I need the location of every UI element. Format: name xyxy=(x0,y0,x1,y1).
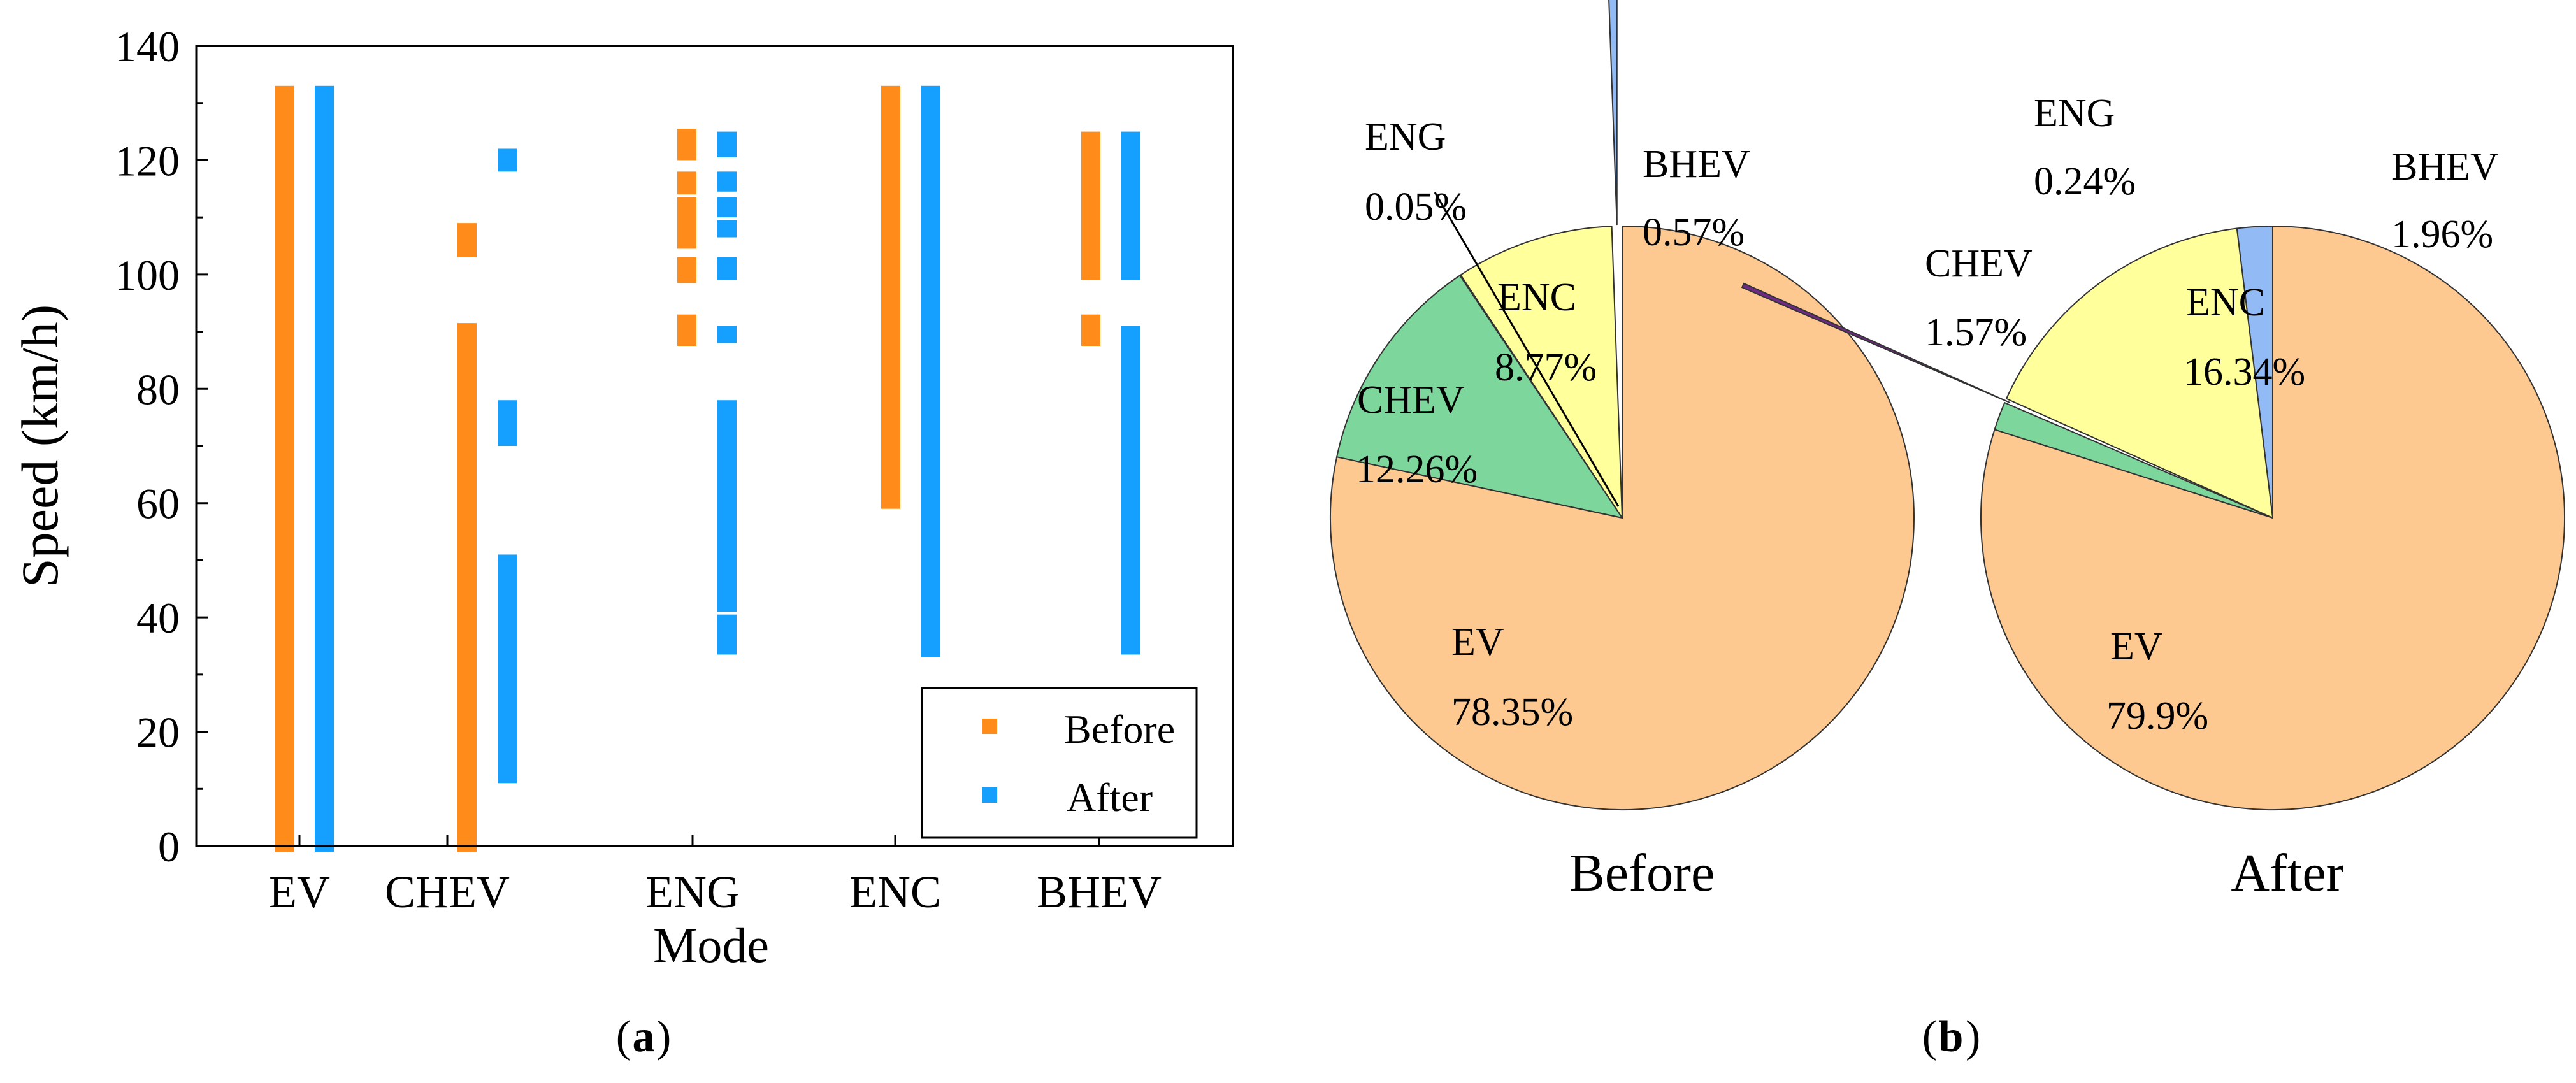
bar-before-eng-1 xyxy=(677,257,696,283)
caption-b: ( b ) xyxy=(1922,1012,1981,1061)
bar-after-eng-6 xyxy=(717,171,737,192)
slice-value-bhev: 0.57% xyxy=(1643,211,1745,254)
legend-swatch-after xyxy=(982,787,997,803)
pie-slice-enc xyxy=(2005,227,2274,519)
pie-title-before: Before xyxy=(1569,843,1715,903)
bar-after-enc-0 xyxy=(921,85,940,657)
leader-line-eng xyxy=(1434,192,1620,507)
caption-b-open-paren: ( xyxy=(1922,1012,1937,1061)
legend-label-after: After xyxy=(1067,775,1153,820)
pie-slice-ev xyxy=(1330,225,1915,810)
pie-after-labels: ENG 0.24% BHEV 1.96% CHEV 1.57% ENC 16.3… xyxy=(1925,92,2499,738)
bar-after-eng-3 xyxy=(717,257,737,280)
y-tick-label-20: 20 xyxy=(136,708,180,757)
bar-before-bhev-0 xyxy=(1081,314,1100,346)
y-tick-label-100: 100 xyxy=(115,251,180,299)
slice-name-bhev: BHEV xyxy=(2391,145,2499,189)
y-tick-label-80: 80 xyxy=(136,365,180,413)
slice-value-chev: 1.57% xyxy=(1925,311,2027,354)
y-tick-label-0: 0 xyxy=(158,822,180,871)
slice-value-eng: 0.05% xyxy=(1365,185,1467,229)
pie-slices-after xyxy=(1741,225,2565,810)
y-tick-label-140: 140 xyxy=(115,22,180,71)
bar-before-chev-1 xyxy=(457,223,477,257)
legend-swatch-before xyxy=(982,719,997,734)
bar-before-eng-3 xyxy=(677,171,696,195)
slice-name-enc: ENC xyxy=(2186,281,2265,324)
bar-after-eng-5 xyxy=(717,197,737,218)
range-bars xyxy=(275,85,1140,852)
bar-before-eng-0 xyxy=(677,314,696,346)
bar-after-chev-1 xyxy=(498,400,517,446)
slice-value-enc: 16.34% xyxy=(2184,350,2305,394)
bar-after-eng-1 xyxy=(717,400,737,612)
slice-value-ev: 78.35% xyxy=(1451,691,1573,734)
bar-after-ev-0 xyxy=(315,85,334,852)
pie-slice-ev xyxy=(1980,225,2565,810)
slice-name-ev: EV xyxy=(1451,620,1504,664)
bar-after-eng-7 xyxy=(717,131,737,157)
bar-before-ev-0 xyxy=(275,85,294,852)
x-axis-ticks: EV CHEV ENG ENC BHEV xyxy=(269,835,1162,917)
caption-b-close-paren: ) xyxy=(1966,1012,1980,1061)
slice-value-ev: 79.9% xyxy=(2106,694,2208,738)
bar-after-eng-2 xyxy=(717,326,737,343)
y-axis-ticks: 0 20 40 60 80 100 120 140 xyxy=(115,22,208,871)
x-tick-label-ev: EV xyxy=(269,866,330,917)
slice-value-eng: 0.24% xyxy=(2034,160,2136,203)
slice-value-chev: 12.26% xyxy=(1356,448,1478,491)
pie-chart-after: ENG 0.24% BHEV 1.96% CHEV 1.57% ENC 16.3… xyxy=(1741,92,2565,903)
slice-name-enc: ENC xyxy=(1497,276,1576,319)
slice-name-bhev: BHEV xyxy=(1643,143,1750,186)
x-tick-label-eng: ENG xyxy=(645,866,740,917)
slice-name-eng: ENG xyxy=(1365,115,1446,159)
pie-slice-chev xyxy=(1335,275,1624,519)
bar-after-eng-4 xyxy=(717,220,737,238)
y-tick-label-40: 40 xyxy=(136,594,180,642)
slice-value-enc: 8.77% xyxy=(1495,346,1597,389)
legend-box xyxy=(921,687,1198,839)
bar-after-chev-2 xyxy=(498,148,517,172)
pie-slice-bhev xyxy=(1608,0,1618,226)
pie-title-after: After xyxy=(2231,843,2343,903)
legend-label-before: Before xyxy=(1064,706,1175,752)
caption-a-open-paren: ( xyxy=(616,1012,631,1061)
x-tick-label-enc: ENC xyxy=(849,866,941,917)
bar-before-eng-4 xyxy=(677,129,696,161)
x-tick-label-bhev: BHEV xyxy=(1037,866,1162,917)
y-tick-label-120: 120 xyxy=(115,136,180,185)
caption-a: ( a ) xyxy=(616,1012,672,1061)
bar-before-bhev-1 xyxy=(1081,131,1100,280)
bar-after-bhev-1 xyxy=(1121,131,1140,280)
x-tick-label-chev: CHEV xyxy=(385,866,510,917)
speed-range-chart: 0 20 40 60 80 100 120 140 EV CHEV ENG ENC BHEV Spee… xyxy=(11,22,1234,973)
x-axis-label: Mode xyxy=(653,917,769,973)
slice-value-bhev: 1.96% xyxy=(2391,213,2493,256)
slice-name-ev: EV xyxy=(2110,625,2163,668)
bar-before-chev-0 xyxy=(457,323,477,852)
y-axis-label: Speed (km/h) xyxy=(11,305,69,587)
bar-after-eng-0 xyxy=(717,614,737,655)
pie-slice-eng xyxy=(1741,282,2011,404)
y-tick-label-60: 60 xyxy=(136,480,180,528)
bar-after-bhev-0 xyxy=(1121,326,1140,655)
legend: Before After xyxy=(921,687,1198,839)
caption-a-letter: a xyxy=(633,1012,655,1061)
caption-b-letter: b xyxy=(1939,1012,1964,1061)
pie-chart-before: ENG 0.05% BHEV 0.57% ENC 8.77% CHEV 12.2… xyxy=(1330,0,1915,903)
pie-before-labels: ENG 0.05% BHEV 0.57% ENC 8.77% CHEV 12.2… xyxy=(1356,115,1750,734)
slice-name-eng: ENG xyxy=(2034,92,2115,135)
bar-before-eng-2 xyxy=(677,197,696,249)
bar-after-chev-0 xyxy=(498,554,517,784)
slice-name-chev: CHEV xyxy=(1925,242,2033,285)
bar-before-enc-0 xyxy=(881,85,900,509)
caption-a-close-paren: ) xyxy=(656,1012,671,1061)
slice-name-chev: CHEV xyxy=(1357,378,1465,422)
